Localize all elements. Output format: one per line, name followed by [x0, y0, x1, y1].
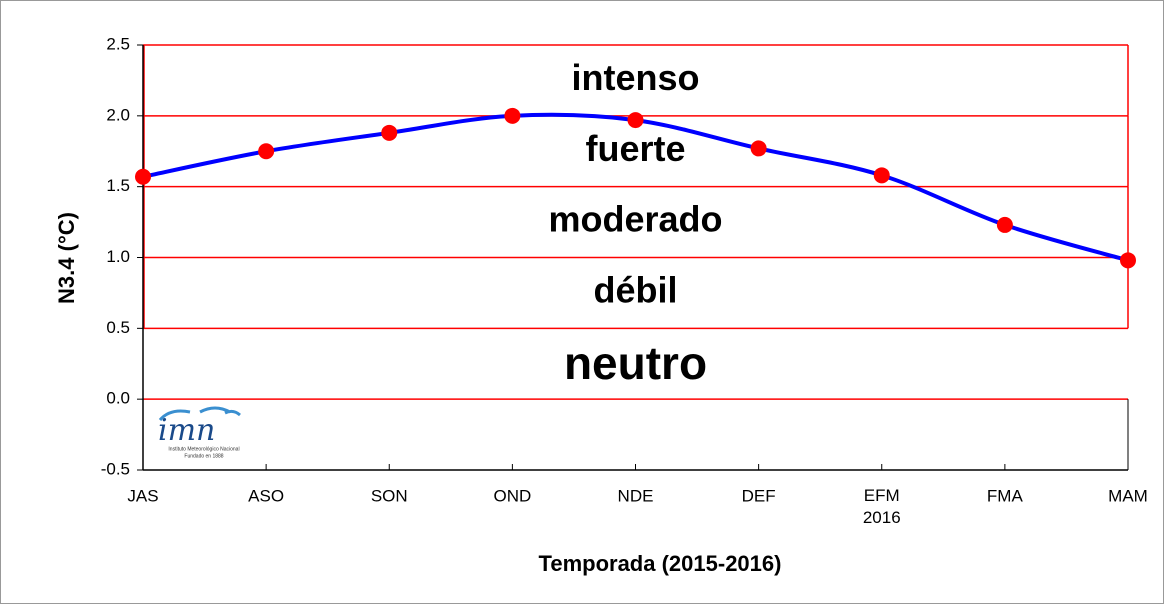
x-tick-label: JAS: [127, 486, 158, 505]
band-label: intenso: [571, 57, 699, 98]
x-tick-label: SON: [371, 486, 408, 505]
point: [381, 124, 398, 141]
point: [627, 112, 644, 129]
point: [750, 140, 767, 157]
band-label: moderado: [548, 199, 722, 240]
y-tick-label: 0.5: [106, 318, 130, 337]
point: [873, 167, 890, 184]
x-tick-label: ASO: [248, 486, 284, 505]
point: [504, 107, 521, 124]
logo-line2: Fundado en 1888: [184, 453, 223, 459]
point: [135, 168, 151, 185]
y-tick-label: -0.5: [101, 459, 130, 478]
x-tick-label: NDE: [618, 486, 654, 505]
x-axis-title: Temporada (2015-2016): [539, 551, 782, 576]
y-tick-label: 2.5: [106, 34, 130, 53]
y-axis-title: N3.4 (°C): [54, 212, 79, 304]
y-tick-label: 1.5: [106, 176, 130, 195]
y-tick-label: 0.0: [106, 389, 130, 408]
point: [996, 216, 1013, 233]
x-tick-label: OND: [493, 486, 531, 505]
point: [258, 143, 275, 160]
y-tick-label: 1.0: [106, 247, 130, 266]
logo: imn Instituto Meteorológico Nacional Fun…: [158, 406, 241, 459]
logo-swoosh: [158, 406, 241, 422]
x-tick-label: DEF: [742, 486, 776, 505]
logo-name: imn: [158, 413, 215, 448]
band-label: neutro: [564, 337, 707, 389]
point: [1120, 252, 1136, 269]
band-label: débil: [593, 269, 677, 310]
logo-line1: Instituto Meteorológico Nacional: [168, 446, 239, 452]
y-tick-label: 2.0: [106, 105, 130, 124]
x-tick-label: FMA: [987, 486, 1024, 505]
band-label: fuerte: [585, 128, 685, 169]
x-tick-label: EFM 2016: [863, 486, 901, 527]
x-tick-label: MAM: [1108, 486, 1148, 505]
